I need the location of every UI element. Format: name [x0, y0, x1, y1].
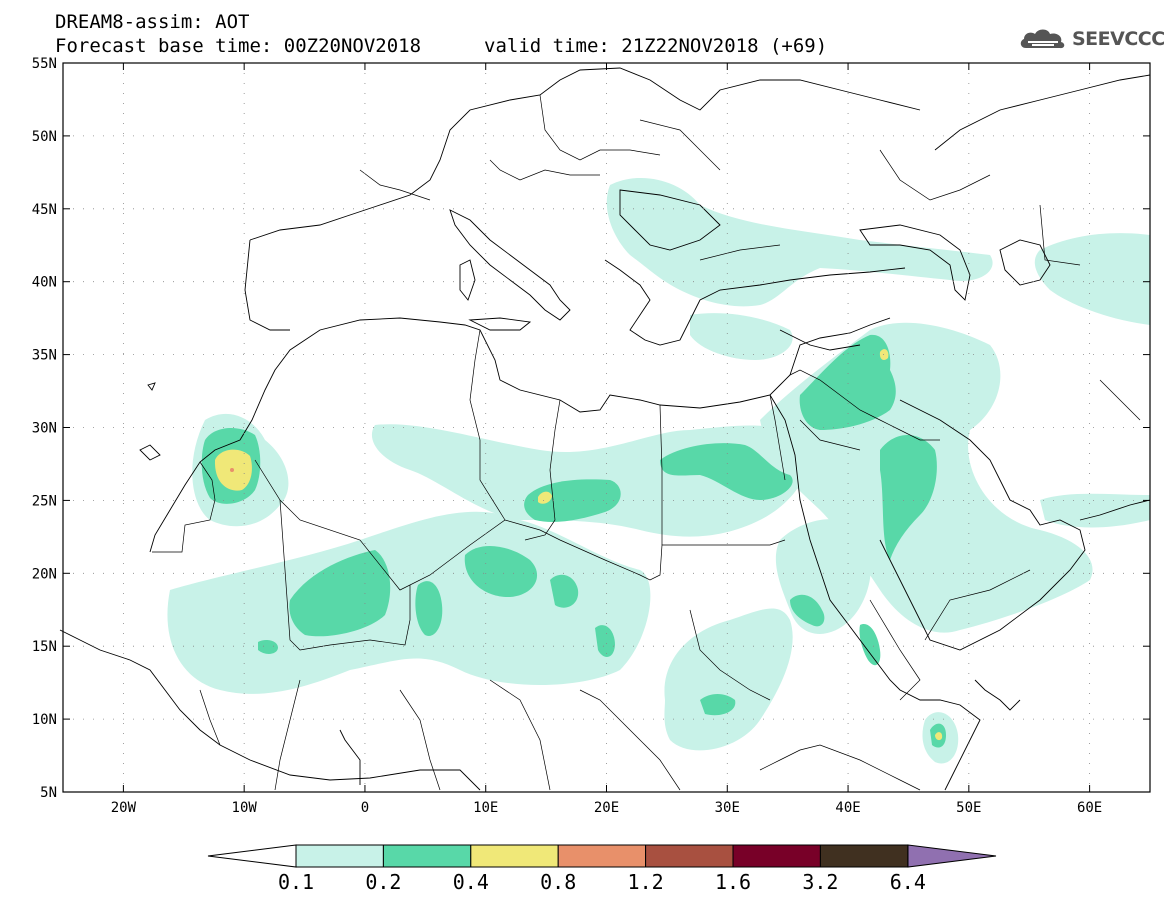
lat-label: 15N: [32, 639, 57, 655]
legend-label: 0.4: [453, 870, 489, 894]
latitude-labels: 55N 50N 45N 40N 35N 30N 25N 20N 15N 10N 5N: [32, 56, 57, 801]
lat-label: 25N: [32, 493, 57, 509]
border-layer: [152, 94, 1141, 791]
lat-label: 50N: [32, 129, 57, 145]
legend-color-box: [295, 844, 384, 868]
forecast-base-time: Forecast base time: 00Z20NOV2018: [55, 35, 422, 57]
logo-text: SEEVCCC: [1072, 28, 1165, 50]
map-title: DREAM8-assim: AOT: [55, 11, 250, 33]
lat-label: 35N: [32, 348, 57, 364]
legend-color-box: [645, 844, 734, 868]
lon-label: 30E: [715, 800, 740, 816]
legend-color-box: [470, 844, 559, 868]
legend-color-box: [732, 844, 821, 868]
legend-label: 0.2: [365, 870, 401, 894]
legend-label: 1.6: [715, 870, 751, 894]
legend-label: 1.2: [628, 870, 664, 894]
lon-label: 10W: [232, 800, 258, 816]
legend-low-arrow: [207, 844, 297, 868]
legend-label: 6.4: [890, 870, 926, 894]
lon-label: 0: [361, 800, 369, 816]
lat-label: 45N: [32, 202, 57, 218]
aot-field-layer: [167, 177, 1150, 764]
lon-label: 20W: [111, 800, 137, 816]
lat-label: 10N: [32, 712, 57, 728]
longitude-labels: 20W 10W 0 10E 20E 30E 40E 50E 60E: [111, 800, 1103, 816]
lon-label: 50E: [956, 800, 981, 816]
legend-label: 3.2: [802, 870, 838, 894]
lat-label: 55N: [32, 56, 57, 72]
legend-high-arrow: [907, 844, 997, 868]
valid-time: valid time: 21Z22NOV2018 (+69): [484, 35, 828, 57]
legend-color-box: [557, 844, 647, 868]
lon-label: 10E: [473, 800, 498, 816]
cloud-icon: [1020, 29, 1065, 49]
lon-label: 40E: [835, 800, 860, 816]
legend-color-box: [819, 844, 909, 868]
legend-label: 0.8: [540, 870, 576, 894]
seevccc-logo: SEEVCCC: [1018, 24, 1165, 54]
lat-label: 20N: [32, 566, 57, 582]
lon-label: 20E: [594, 800, 619, 816]
color-legend: 0.1 0.2 0.4 0.8 1.2 1.6 3.2 6.4: [207, 844, 997, 894]
lat-label: 30N: [32, 421, 57, 437]
legend-color-box: [382, 844, 472, 868]
legend-label: 0.1: [278, 870, 314, 894]
lat-label: 40N: [32, 275, 57, 291]
map-frame: [62, 62, 1151, 793]
lon-label: 60E: [1077, 800, 1102, 816]
lat-label: 5N: [40, 785, 57, 801]
